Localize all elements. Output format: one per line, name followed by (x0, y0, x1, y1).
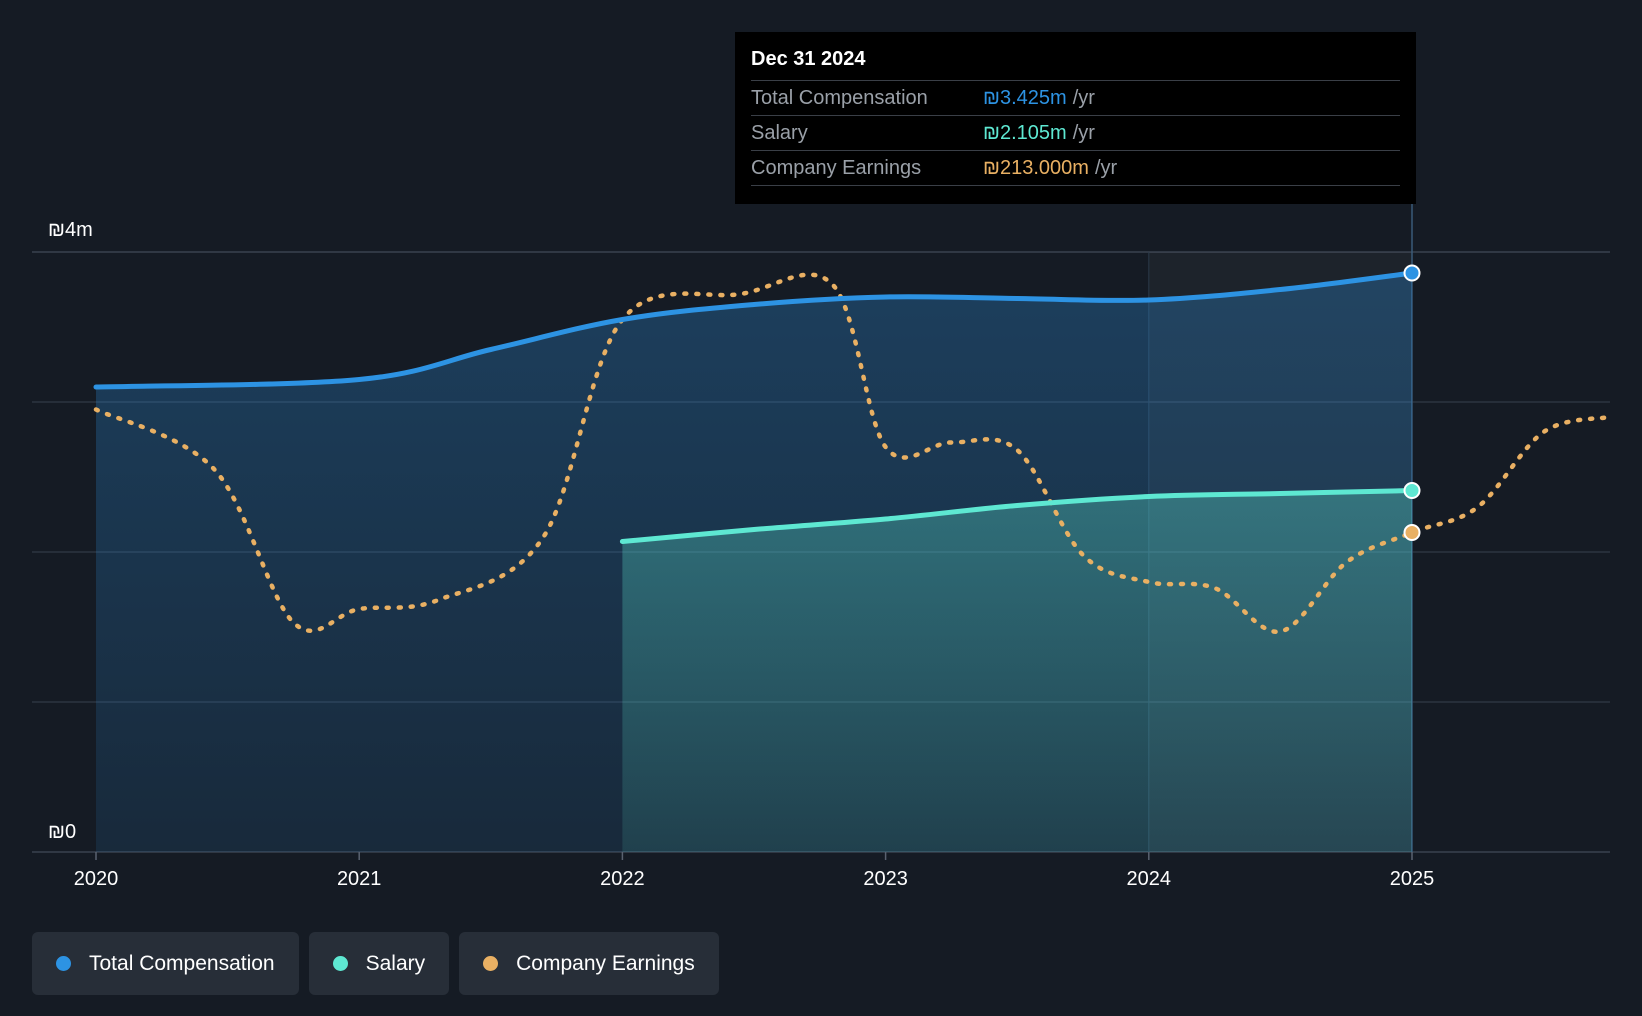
marker-total-compensation (1403, 264, 1421, 282)
tooltip: Dec 31 2024 Total Compensation ₪3.425m /… (735, 32, 1416, 204)
legend-label: Company Earnings (516, 951, 695, 975)
legend-label: Salary (365, 951, 426, 975)
tooltip-unit: /yr (1094, 157, 1118, 179)
tooltip-value: ₪2.105m (983, 122, 1067, 144)
line-salary (619, 488, 1415, 544)
series-areas (96, 273, 1412, 852)
x-tick-label: 2025 (1390, 868, 1435, 890)
legend-item-salary[interactable]: Salary (308, 932, 450, 995)
line-company-earnings (93, 272, 1612, 634)
company-earnings-dot-icon (483, 956, 499, 971)
marker-salary (1403, 482, 1421, 499)
tooltip-unit: /yr (1072, 122, 1095, 144)
tooltip-value: ₪3.425m (983, 87, 1067, 109)
tooltip-row-total: Total Compensation ₪3.425m /yr (751, 81, 1400, 116)
series-lines (93, 270, 1612, 634)
tooltip-unit: /yr (1072, 87, 1095, 109)
series-markers (1403, 264, 1421, 541)
tooltip-value: ₪213.000m (983, 157, 1089, 179)
legend-label: Total Compensation (89, 951, 275, 975)
tooltip-row-earnings: Company Earnings ₪213.000m /yr (751, 151, 1400, 186)
tooltip-label: Total Compensation (751, 87, 928, 109)
legend-item-total-compensation[interactable]: Total Compensation (32, 932, 299, 995)
axes: ₪4m ₪0 2020 2021 2022 2023 2024 2025 (48, 219, 1434, 890)
marker-company-earnings (1403, 524, 1421, 541)
x-tick-label: 2020 (74, 868, 119, 890)
tooltip-date: Dec 31 2024 (751, 44, 1400, 81)
area-salary (622, 490, 1412, 852)
x-tick-label: 2022 (600, 868, 645, 890)
salary-dot-icon (332, 956, 348, 971)
x-tick-label: 2024 (1127, 868, 1172, 890)
tooltip-label: Company Earnings (751, 157, 922, 179)
tooltip-row-salary: Salary ₪2.105m /yr (751, 116, 1400, 151)
legend-item-company-earnings[interactable]: Company Earnings (459, 932, 719, 995)
x-tick-label: 2021 (337, 868, 382, 890)
legend: Total Compensation Salary Company Earnin… (32, 932, 719, 995)
y-tick-label-min: ₪0 (48, 821, 76, 843)
x-tick-label: 2023 (863, 868, 908, 890)
tooltip-label: Salary (751, 122, 808, 144)
total-compensation-dot-icon (56, 956, 71, 971)
y-tick-label-max: ₪4m (48, 219, 93, 241)
line-total-compensation (93, 270, 1415, 390)
